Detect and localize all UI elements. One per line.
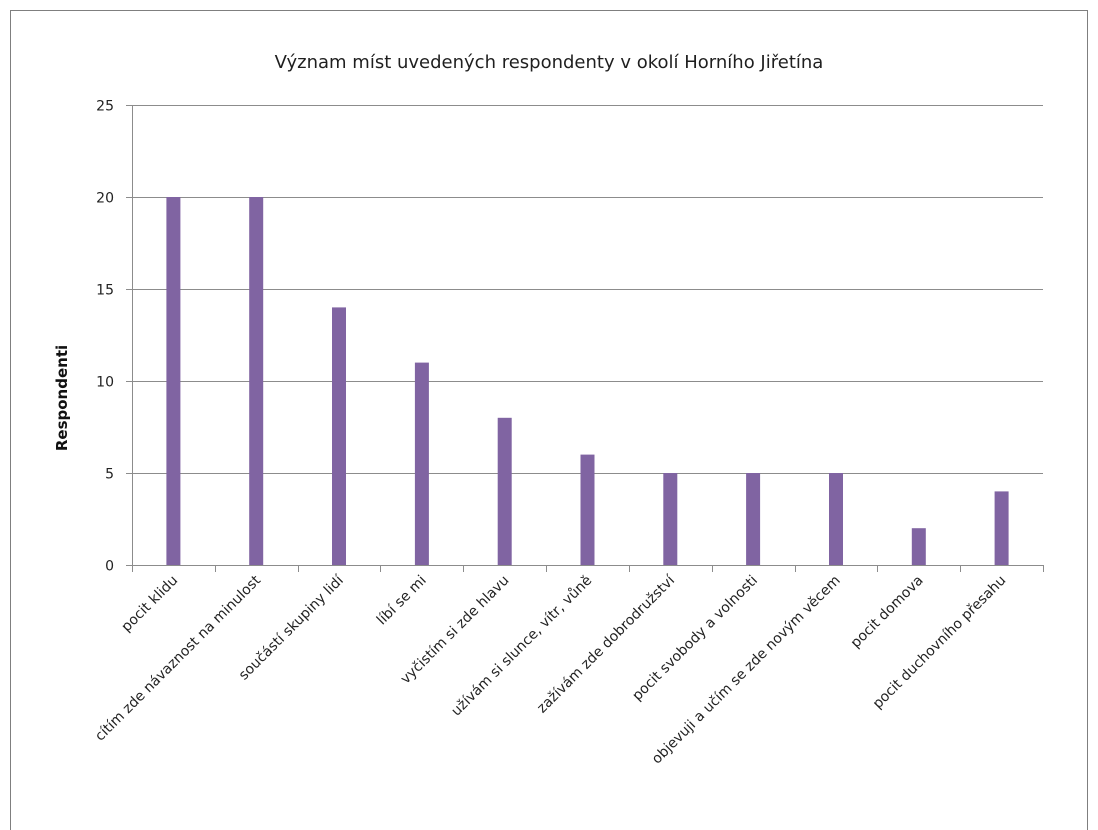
y-tick-label: 20 [96,191,114,207]
chart-border [10,10,1088,830]
bars [166,197,1009,565]
chart-title: Význam míst uvedených respondenty v okol… [275,52,824,73]
bar [166,197,181,565]
bar [746,473,761,565]
bar [414,362,429,565]
y-tick-label: 5 [105,467,114,483]
category-label: pocit duchovního přesahu [870,573,1010,713]
category-label: užívám si slunce, vítr, vůně [448,573,595,720]
bar [829,473,843,565]
bar [994,491,1009,565]
bar [911,528,926,565]
category-label: pocit klidu [119,573,182,636]
bar [332,307,346,565]
bar [663,473,678,565]
gridlines [132,105,1043,474]
y-tick-label: 15 [96,283,114,299]
bar [580,454,595,565]
category-label: objevuji a učím se zde novým věcem [649,573,844,768]
bar [497,417,512,565]
y-tick-labels: 0 5 10 15 20 25 [96,99,114,575]
y-tick-label: 10 [96,375,114,391]
category-label: zažívám zde dobrodružství [534,572,679,717]
axes [126,105,1044,572]
y-axis-title: Respondenti [53,345,71,451]
y-tick-label: 0 [105,559,114,575]
y-tick-label: 25 [96,99,114,115]
category-label: pocit domova [848,573,927,652]
bar [249,197,264,565]
category-label: líbí se mi [374,573,430,629]
category-label: cítím zde návaznost na minulost [92,572,264,744]
